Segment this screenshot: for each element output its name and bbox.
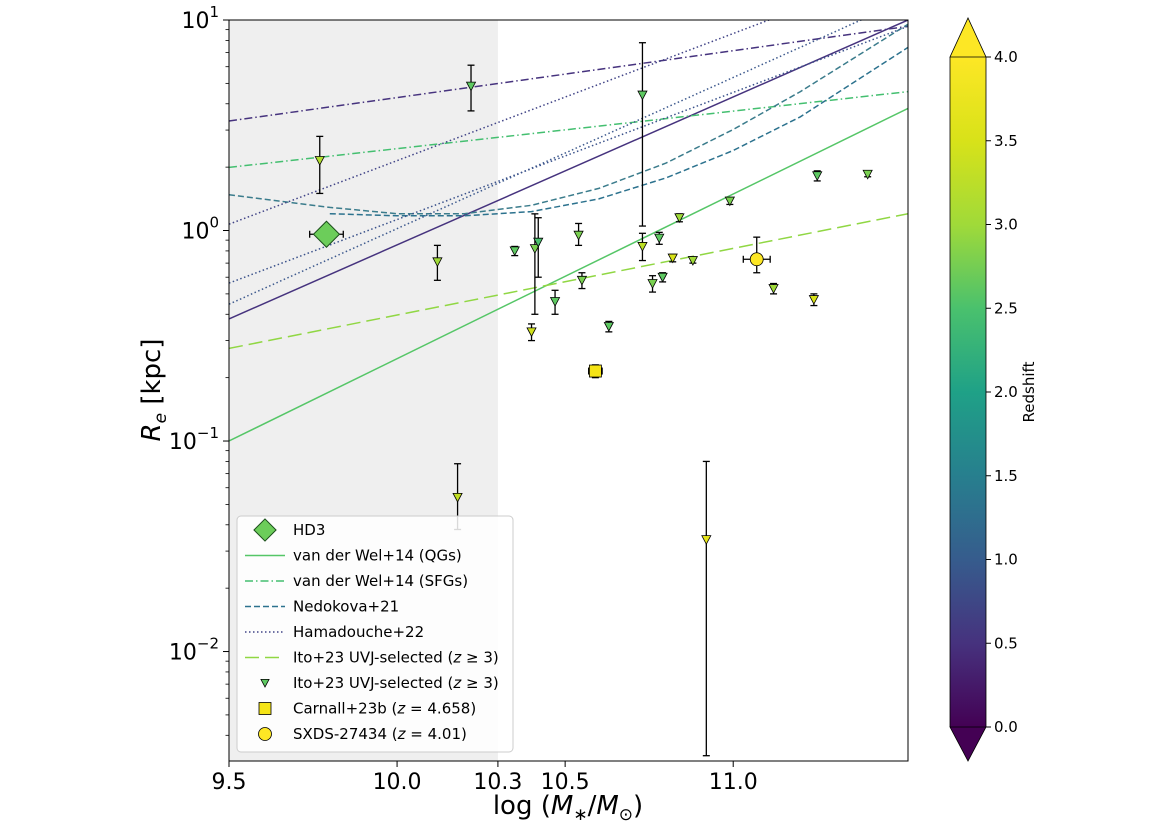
colorbar-tick-label-5: 2.5: [994, 299, 1018, 317]
colorbar-gradient: [950, 57, 986, 727]
series-1-point-3: [452, 492, 463, 503]
series-1-point-17: [667, 253, 678, 264]
colorbar-tick-label-1: 0.5: [994, 634, 1018, 652]
series-1-point-6: [529, 244, 541, 255]
colorbar-tick-label-6: 3.0: [994, 216, 1018, 234]
colorbar-tick-label-3: 1.5: [994, 467, 1018, 485]
series-2-point-0: [588, 364, 602, 378]
series-1-point-25: [862, 169, 873, 180]
colorbar-tick-label-4: 2.0: [994, 383, 1018, 401]
series-1-point-10: [576, 275, 588, 286]
model-line-8: [229, 25, 908, 284]
series-1-point-18: [674, 213, 685, 224]
series-1-point-4: [509, 246, 520, 257]
legend-label-6: Ito+23 UVJ-selected (z ≥ 3): [293, 674, 499, 692]
series-1-point-1: [465, 81, 477, 92]
legend-label-5: Ito+23 UVJ-selected (z ≥ 3): [293, 649, 499, 667]
series-1-point-11: [603, 322, 615, 332]
model-line-6: [229, 20, 772, 225]
legend-label-8: SXDS-27434 (z = 4.01): [293, 725, 467, 743]
colorbar-tick-label-7: 3.5: [994, 132, 1018, 150]
model-line-4: [229, 23, 908, 215]
y-axis: 101 100 10−1 10−2: [169, 3, 229, 736]
y-tick-label-0: 101: [181, 3, 219, 34]
model-line-3: [229, 25, 908, 122]
colorbar-extend-bottom: [949, 726, 987, 762]
series-1-point-2: [432, 257, 443, 268]
series-3-point-0: [749, 252, 764, 267]
series-1-point-5: [526, 327, 537, 338]
x-tick-label-2: 10.3: [473, 770, 522, 795]
y-tick-label-2: 10−1: [169, 424, 219, 455]
series-1-point-14: [647, 279, 658, 289]
model-line-2: [229, 90, 908, 169]
legend-label-4: Hamadouche+22: [293, 623, 424, 641]
colorbar-tick-label-0: 0.0: [994, 718, 1018, 736]
legend: HD3 van der Wel+14 (QGs) van der Wel+14 (S…: [236, 515, 514, 753]
series-1-point-16: [657, 272, 668, 283]
model-lines: [229, 20, 908, 442]
legend-marker-6: [260, 679, 270, 688]
legend-label-3: Nedokova+21: [293, 598, 399, 616]
x-tick-label-1: 10.0: [373, 770, 422, 795]
series-1-point-20: [701, 535, 712, 546]
legend-marker-0: [253, 518, 277, 542]
series-1-point-8: [549, 297, 561, 307]
colorbar-label: Redshift: [1020, 361, 1038, 422]
model-line-0: [229, 107, 908, 442]
colorbar-extend-top: [949, 17, 987, 58]
series-1-point-23: [808, 295, 820, 305]
series-1-point-24: [812, 171, 823, 182]
legend-marker-8: [258, 727, 272, 741]
x-axis: 9.5 10.0 10.3 10.5 11.0: [212, 761, 758, 795]
series-1-point-13: [637, 242, 648, 252]
y-tick-label-3: 10−2: [169, 635, 219, 666]
plot-frame: [228, 19, 909, 762]
colorbar: Redshift 0.0 0.5 1.0 1.5 2.0 2.5 3.0 3.5 4.0: [949, 17, 1038, 762]
legend-label-1: van der Wel+14 (QGs): [293, 547, 462, 565]
series-1-point-9: [573, 230, 584, 241]
legend-label-7: Carnall+23b (z = 4.658): [293, 700, 476, 718]
model-line-9: [229, 212, 908, 350]
legend-marker-7: [258, 702, 272, 715]
x-axis-title: log (M∗/M⊙): [493, 791, 643, 825]
model-line-7: [229, 20, 863, 305]
x-tick-label-4: 11.0: [709, 770, 758, 795]
data-markers: [312, 81, 873, 546]
series-0-point-0: [312, 220, 341, 248]
legend-label-2: van der Wel+14 (SFGs): [293, 572, 468, 590]
x-tick-label-3: 10.5: [541, 770, 590, 795]
series-1-point-12: [637, 90, 648, 101]
series-1-point-19: [687, 256, 699, 266]
series-1-point-7: [533, 237, 544, 248]
y-axis-title: Re [kpc]: [137, 339, 171, 442]
legend-box: [236, 515, 514, 753]
legend-label-0: HD3: [293, 521, 325, 539]
colorbar-tick-label-8: 4.0: [994, 48, 1018, 66]
series-1-point-0: [314, 156, 325, 166]
series-1-point-15: [654, 233, 665, 244]
y-tick-label-1: 100: [181, 214, 219, 245]
colorbar-tick-label-2: 1.0: [994, 551, 1018, 569]
series-1-point-21: [724, 196, 736, 207]
model-line-5: [329, 46, 908, 217]
x-tick-label-0: 9.5: [212, 770, 247, 795]
series-1-point-22: [768, 284, 779, 294]
